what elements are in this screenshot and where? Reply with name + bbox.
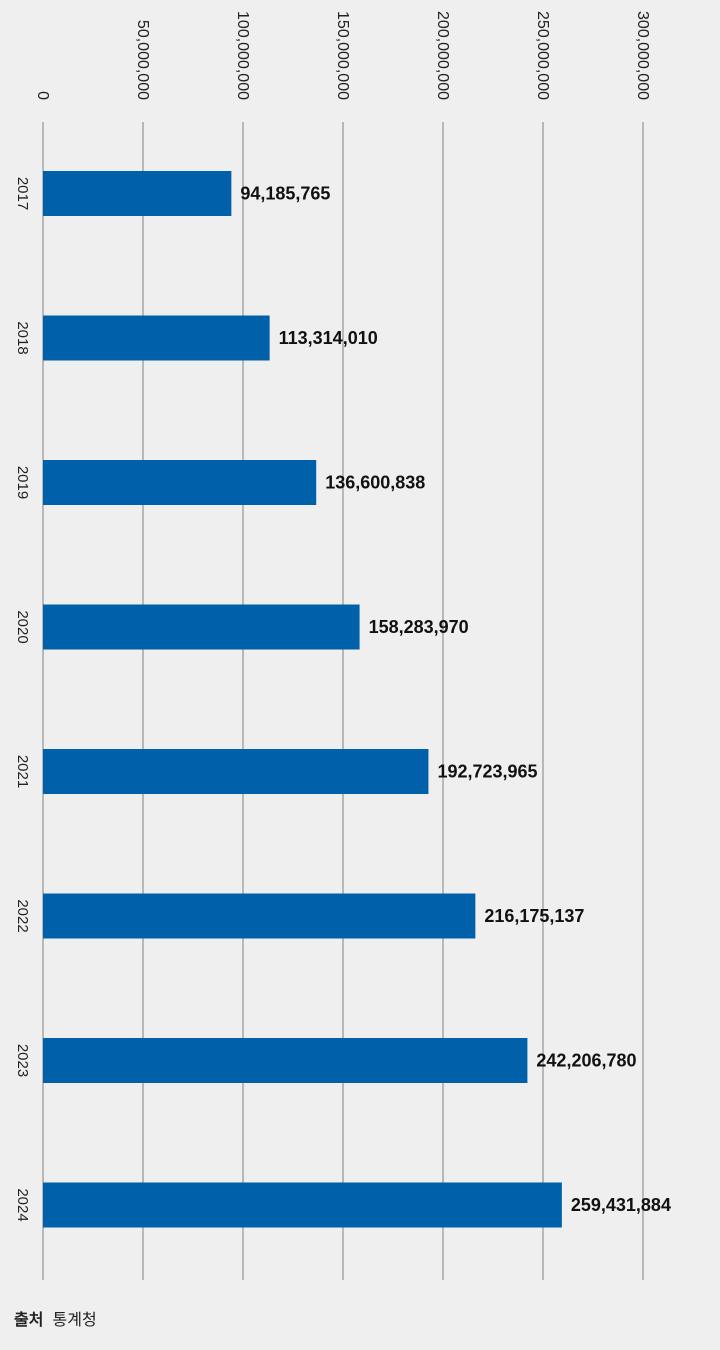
- axis-tick-label: 300,000,000: [634, 11, 651, 100]
- category-label: 2023: [14, 1044, 31, 1077]
- category-label: 2021: [14, 755, 31, 788]
- value-label: 192,723,965: [437, 762, 537, 782]
- axis-tick-label: 250,000,000: [534, 11, 551, 100]
- axis-tick-label: 100,000,000: [234, 11, 251, 100]
- bar: [43, 315, 270, 361]
- bar: [43, 1038, 528, 1083]
- category-label: 2017: [14, 177, 31, 210]
- category-label: 2022: [14, 899, 31, 932]
- value-label: 113,314,010: [279, 328, 378, 348]
- value-label: 94,185,765: [240, 184, 330, 204]
- bar: [43, 604, 360, 650]
- value-label: 216,175,137: [484, 906, 584, 926]
- grid-lines: [42, 122, 644, 1280]
- axis-tick-label: 0: [34, 91, 51, 100]
- axis-tick-label: 150,000,000: [334, 11, 351, 100]
- value-label: 242,206,780: [536, 1051, 636, 1071]
- value-labels: 94,185,765 113,314,010 136,600,838 158,283,…: [240, 184, 671, 1216]
- category-label: 2019: [14, 466, 31, 499]
- value-label: 158,283,970: [369, 617, 469, 637]
- category-label: 2024: [14, 1188, 31, 1221]
- axis-tick-labels: 0 50,000,000 100,000,000 150,000,000 200,000…: [34, 11, 651, 100]
- category-labels: 2017 2018 2019 2020 2021 2022 2023 2024: [14, 177, 31, 1222]
- value-label: 136,600,838: [325, 473, 425, 493]
- source-note: 출처 통계청: [14, 1306, 97, 1330]
- source-label: 출처: [14, 1310, 44, 1329]
- bar: [43, 460, 317, 505]
- bar: [43, 171, 232, 216]
- axis-tick-label: 50,000,000: [134, 20, 151, 100]
- category-label: 2018: [14, 321, 31, 354]
- bar: [43, 749, 429, 794]
- bars: [43, 171, 562, 1228]
- axis-tick-label: 200,000,000: [434, 11, 451, 100]
- bar: [43, 1182, 562, 1228]
- value-label: 259,431,884: [571, 1195, 671, 1215]
- category-label: 2020: [14, 610, 31, 643]
- bar: [43, 893, 476, 939]
- source-value: 통계청: [52, 1310, 97, 1329]
